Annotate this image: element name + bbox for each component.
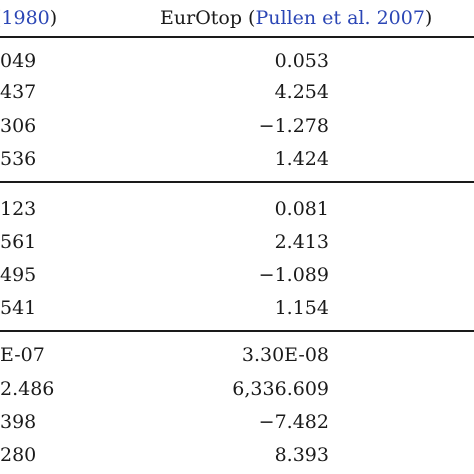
cell-col1: 541: [0, 297, 37, 319]
cell-col2: 6,336.609: [232, 378, 329, 400]
cell-col2: 4.254: [274, 81, 329, 103]
header-rule: [0, 36, 474, 38]
header-col2-ref: Pullen et al. 2007: [255, 7, 425, 29]
table-row: 123 0.081: [0, 195, 474, 226]
cell-col1: 123: [0, 198, 37, 220]
cell-col2: 1.424: [274, 148, 329, 170]
group-rule: [0, 181, 474, 183]
table-row: 398 −7.482: [0, 408, 474, 439]
table-row: 049 0.053: [0, 47, 474, 78]
table-row: 437 4.254: [0, 78, 474, 109]
cell-col1: 049: [0, 50, 37, 72]
table-row: 306 −1.278: [0, 112, 474, 143]
cell-col1: 536: [0, 148, 37, 170]
header-col1: (1980): [0, 7, 58, 29]
cell-col1: E-07: [0, 344, 45, 366]
cell-col2: 0.081: [274, 198, 329, 220]
cell-col2: −1.278: [258, 115, 329, 137]
group-rule: [0, 330, 474, 332]
cell-col2: 8.393: [274, 444, 329, 466]
header-col2: EurOtop (Pullen et al. 2007): [160, 7, 433, 29]
table-row: 495 −1.089: [0, 261, 474, 292]
table-row: 541 1.154: [0, 294, 474, 325]
table-row: 536 1.424: [0, 145, 474, 176]
table-row: 561 2.413: [0, 228, 474, 259]
cell-col1: 306: [0, 115, 37, 137]
cell-col2: 0.053: [274, 50, 329, 72]
header-col2-name: EurOtop: [160, 7, 243, 29]
cell-col1: 2.486: [0, 378, 55, 400]
cell-col1: 495: [0, 264, 37, 286]
cell-col2: 2.413: [274, 231, 329, 253]
cell-col1: 561: [0, 231, 37, 253]
table-row: 280 8.393: [0, 441, 474, 472]
table-header: (1980) EurOtop (Pullen et al. 2007): [0, 0, 474, 37]
cell-col1: 398: [0, 411, 37, 433]
header-col1-year-ref: 1980: [1, 7, 50, 29]
cell-col2: −7.482: [258, 411, 329, 433]
table-row: 2.486 6,336.609: [0, 375, 474, 406]
cell-col2: 1.154: [274, 297, 329, 319]
cell-col1: 437: [0, 81, 37, 103]
cell-col1: 280: [0, 444, 37, 466]
cell-col2: 3.30E-08: [241, 344, 329, 366]
table-row: E-07 3.30E-08: [0, 341, 474, 372]
cell-col2: −1.089: [258, 264, 329, 286]
